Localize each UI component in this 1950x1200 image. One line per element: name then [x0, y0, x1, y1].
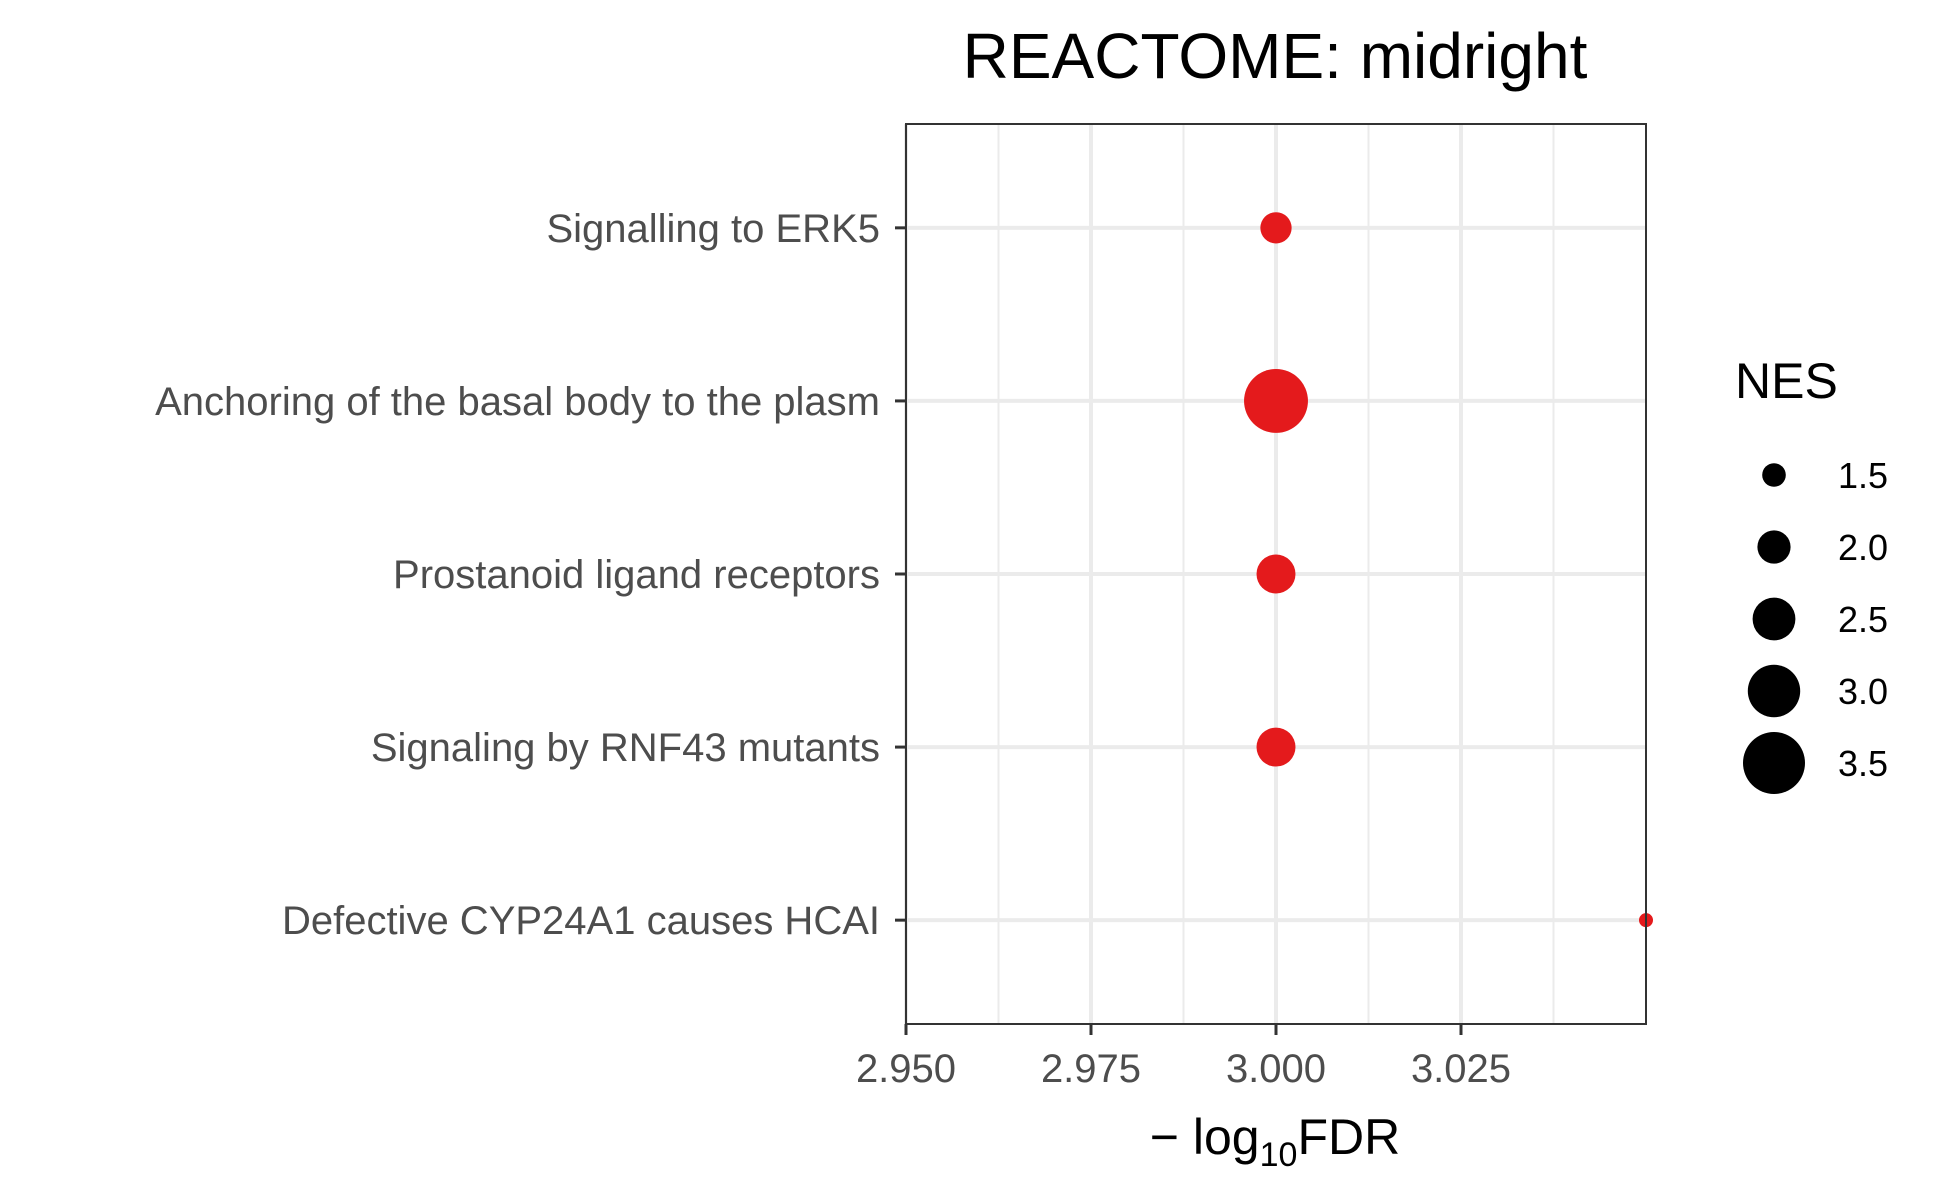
x-axis-title: − log10FDR	[1150, 1109, 1400, 1174]
legend-key	[1747, 664, 1801, 718]
legend-label: 3.0	[1838, 671, 1888, 712]
y-tick-label: Signaling by RNF43 mutants	[371, 726, 880, 770]
x-tick-label: 2.975	[1041, 1047, 1141, 1091]
legend-key	[1752, 597, 1796, 641]
x-axis-title-prefix: − log	[1150, 1109, 1260, 1165]
x-tick-label: 2.950	[856, 1047, 956, 1091]
legend-label: 1.5	[1838, 455, 1888, 496]
legend-title: NES	[1735, 353, 1838, 409]
legend-label: 3.5	[1838, 743, 1888, 784]
data-point	[1256, 727, 1296, 767]
x-tick-label: 3.025	[1411, 1047, 1511, 1091]
y-tick-label: Signalling to ERK5	[546, 207, 880, 251]
size-legend: NES 1.5 2.0 2.5 3.0 3.5	[1735, 353, 1888, 794]
legend-key	[1743, 732, 1805, 794]
legend-items: 1.5 2.0 2.5 3.0 3.5	[1743, 455, 1888, 794]
chart-title: REACTOME: midright	[963, 20, 1588, 92]
x-tick-label: 3.000	[1226, 1047, 1326, 1091]
legend-label: 2.0	[1838, 527, 1888, 568]
x-axis: 2.950 2.975 3.000 3.025	[856, 1024, 1511, 1091]
y-tick-label: Defective CYP24A1 causes HCAI	[282, 899, 880, 943]
data-point	[1244, 368, 1308, 433]
legend-key	[1757, 530, 1791, 564]
legend-key	[1762, 463, 1786, 487]
data-point	[1256, 554, 1296, 594]
plot-area	[904, 123, 1653, 1025]
legend-label: 2.5	[1838, 599, 1888, 640]
y-axis: Signalling to ERK5 Anchoring of the basal…	[155, 207, 906, 943]
x-axis-title-subscript: 10	[1260, 1136, 1298, 1174]
y-tick-label: Anchoring of the basal body to the plasm	[155, 380, 880, 424]
y-tick-label: Prostanoid ligand receptors	[393, 553, 880, 597]
data-point	[1260, 212, 1292, 244]
x-axis-title-suffix: FDR	[1297, 1109, 1400, 1165]
